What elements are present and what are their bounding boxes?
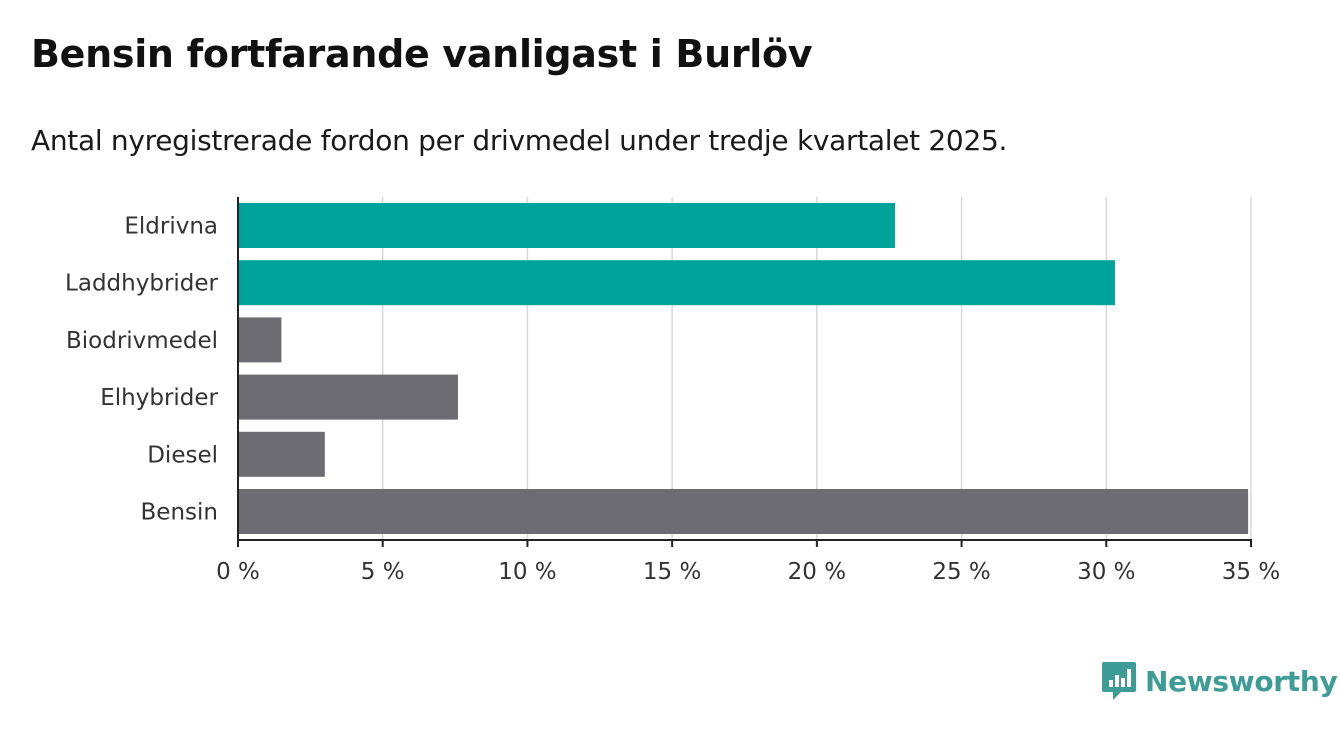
x-tick-label: 35 % (1222, 559, 1280, 585)
chart-title: Bensin fortfarande vanligast i Burlöv (31, 32, 813, 76)
x-axis: 0 % 5 % 10 % 15 % 20 % 25 % 30 % 35 % (216, 197, 1280, 585)
x-tick-label: 0 % (216, 559, 260, 585)
logo-text: Newsworthy (1145, 664, 1338, 698)
category-labels: Eldrivna Laddhybrider Biodrivmedel Elhybrid… (65, 214, 218, 526)
category-label: Bensin (141, 500, 218, 526)
newsworthy-logo: Newsworthy (1101, 660, 1338, 702)
bar-chart-speech-bubble-icon (1102, 662, 1136, 700)
category-label: Eldrivna (124, 214, 218, 240)
x-tick-label: 30 % (1077, 559, 1135, 585)
x-tick-label: 15 % (643, 559, 701, 585)
x-tick-label: 5 % (361, 559, 405, 585)
bar (238, 374, 458, 420)
x-tick-label: 25 % (932, 559, 990, 585)
gridlines (381, 197, 1252, 540)
bar (238, 431, 325, 477)
bar (238, 203, 896, 248)
bar (238, 489, 1249, 534)
bars (238, 203, 1249, 534)
x-tick-label: 20 % (788, 559, 846, 585)
category-label: Laddhybrider (65, 271, 218, 297)
category-label: Diesel (147, 442, 218, 468)
category-label: Biodrivmedel (66, 328, 218, 354)
chart-subtitle: Antal nyregistrerade fordon per drivmede… (31, 124, 1008, 157)
category-label: Elhybrider (100, 385, 218, 411)
bar (238, 317, 282, 363)
bar (238, 260, 1115, 306)
x-tick-label: 10 % (498, 559, 556, 585)
